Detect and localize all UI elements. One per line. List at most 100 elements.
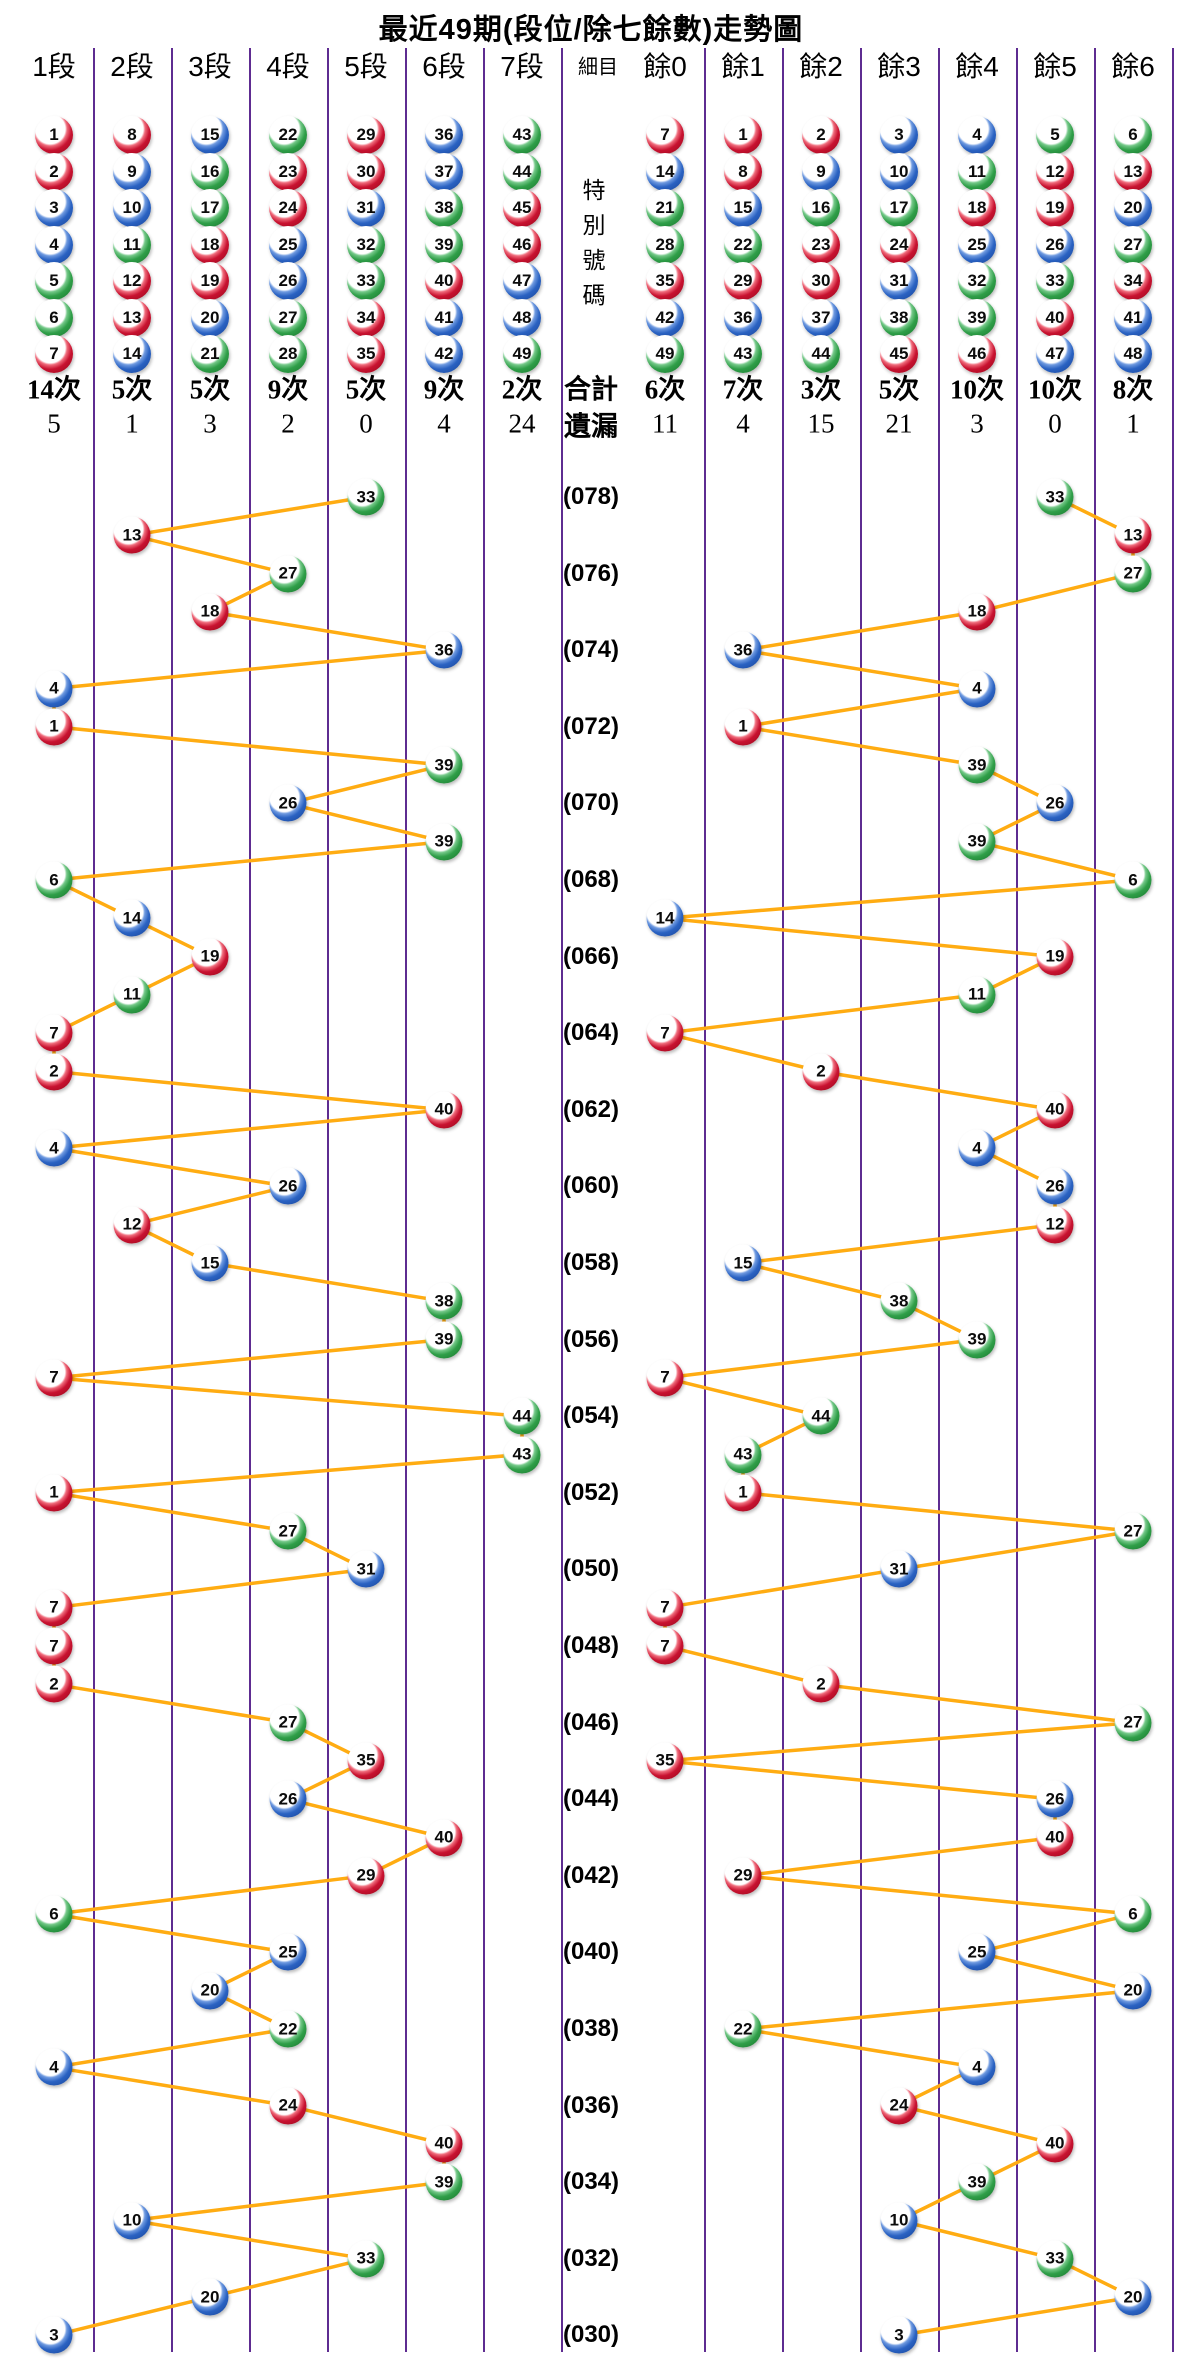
- legend-ball: 13: [113, 298, 151, 337]
- period-label: (048): [562, 1632, 620, 1659]
- remainder-missing: 4: [736, 408, 750, 439]
- legend-ball: 11: [958, 152, 996, 191]
- chart-ball-remainder: 27: [1114, 1704, 1152, 1742]
- chart-ball-remainder: 40: [1036, 1091, 1074, 1129]
- legend-ball: 30: [347, 152, 385, 191]
- chart-ball-remainder: 19: [1036, 938, 1074, 976]
- chart-ball-remainder: 40: [1036, 1819, 1074, 1856]
- legend-ball: 5: [1036, 116, 1074, 154]
- column-header-segment-6: 6段: [422, 51, 466, 82]
- remainder-count: 3次: [800, 374, 842, 405]
- column-header-segment-5: 5段: [344, 51, 388, 82]
- legend-ball: 10: [880, 152, 918, 191]
- remainder-count: 6次: [644, 374, 686, 405]
- legend-ball: 28: [646, 225, 684, 264]
- chart-ball-segment: 25: [269, 1933, 307, 1971]
- column-header-remainder-1: 餘1: [721, 51, 765, 82]
- legend-ball: 8: [724, 152, 762, 191]
- chart-ball-remainder: 29: [724, 1857, 762, 1895]
- segment-missing: 24: [508, 408, 536, 439]
- chart-ball-segment: 1: [35, 1474, 73, 1512]
- grid-line: [93, 48, 95, 2352]
- segment-count: 2次: [501, 374, 543, 405]
- legend-ball: 47: [1036, 335, 1074, 373]
- chart-ball-segment: 7: [35, 1589, 73, 1627]
- legend-ball: 26: [269, 262, 307, 300]
- chart-ball-remainder: 7: [646, 1627, 684, 1665]
- remainder-missing: 11: [652, 408, 678, 439]
- segment-missing: 3: [203, 408, 217, 439]
- chart-ball-remainder: 39: [958, 1321, 996, 1359]
- chart-ball-segment: 35: [347, 1742, 385, 1780]
- grid-line: [483, 48, 485, 2352]
- legend-ball: 34: [347, 298, 385, 337]
- remainder-missing: 0: [1048, 408, 1062, 439]
- legend-ball: 5: [35, 262, 73, 300]
- chart-ball-remainder: 20: [1114, 1972, 1152, 2010]
- grid-line: [704, 48, 706, 2352]
- legend-ball: 16: [802, 189, 840, 227]
- chart-ball-segment: 18: [191, 593, 229, 631]
- legend-ball: 43: [503, 116, 541, 154]
- remainder-missing: 21: [885, 408, 913, 439]
- legend-ball: 39: [958, 298, 996, 337]
- chart-ball-segment: 7: [35, 1627, 73, 1665]
- legend-ball: 42: [425, 335, 463, 373]
- chart-ball-remainder: 39: [958, 823, 996, 861]
- chart-ball-segment: 3: [35, 2316, 73, 2354]
- grid-line: [1094, 48, 1096, 2352]
- legend-ball: 20: [191, 298, 229, 337]
- chart-ball-remainder: 11: [958, 976, 996, 1014]
- grid-line: [405, 48, 407, 2352]
- column-header-segment-4: 4段: [266, 51, 310, 82]
- legend-ball: 46: [958, 335, 996, 373]
- chart-ball-remainder: 7: [646, 1014, 684, 1052]
- legend-ball: 35: [347, 335, 385, 373]
- remainder-count: 10次: [1028, 374, 1082, 405]
- period-label: (034): [562, 2168, 620, 2196]
- legend-ball: 21: [646, 189, 684, 227]
- period-label: (074): [562, 636, 620, 664]
- remainder-missing: 3: [970, 408, 984, 439]
- period-label: (036): [562, 2091, 620, 2119]
- legend-ball: 27: [1114, 225, 1152, 264]
- chart-ball-segment: 10: [113, 2202, 151, 2239]
- chart-ball-segment: 33: [347, 478, 385, 516]
- segment-count: 9次: [423, 374, 465, 405]
- trend-line-remainder: [663, 495, 1135, 2338]
- chart-ball-segment: 27: [269, 555, 307, 593]
- chart-ball-segment: 7: [35, 1359, 73, 1397]
- period-label: (044): [562, 1785, 620, 1813]
- legend-ball: 29: [347, 116, 385, 154]
- period-label: (064): [562, 1019, 620, 1047]
- legend-ball: 24: [880, 225, 918, 264]
- legend-ball: 20: [1114, 189, 1152, 227]
- chart-ball-remainder: 26: [1036, 784, 1074, 822]
- grid-line: [782, 48, 784, 2352]
- legend-ball: 12: [113, 262, 151, 300]
- legend-ball: 1: [35, 116, 73, 154]
- chart-ball-remainder: 3: [880, 2316, 918, 2354]
- chart-ball-remainder: 6: [1114, 1895, 1152, 1933]
- legend-ball: 4: [35, 225, 73, 264]
- legend-ball: 14: [646, 152, 684, 191]
- column-header-remainder-3: 餘3: [877, 51, 921, 82]
- chart-ball-remainder: 38: [880, 1282, 918, 1320]
- chart-ball-segment: 13: [113, 516, 151, 554]
- remainder-count: 7次: [722, 374, 764, 405]
- legend-ball: 12: [1036, 152, 1074, 191]
- column-header-remainder-6: 餘6: [1111, 51, 1155, 82]
- segment-count: 5次: [189, 374, 231, 405]
- legend-ball: 6: [1114, 116, 1152, 154]
- chart-ball-segment: 6: [35, 861, 73, 899]
- legend-ball: 9: [113, 152, 151, 191]
- legend-ball: 44: [802, 335, 840, 373]
- legend-ball: 41: [425, 298, 463, 337]
- chart-ball-remainder: 7: [646, 1359, 684, 1397]
- legend-ball: 35: [646, 262, 684, 300]
- period-label: (068): [562, 866, 620, 893]
- period-label: (038): [562, 2015, 620, 2042]
- period-label: (030): [562, 2321, 620, 2349]
- legend-ball: 17: [880, 189, 918, 227]
